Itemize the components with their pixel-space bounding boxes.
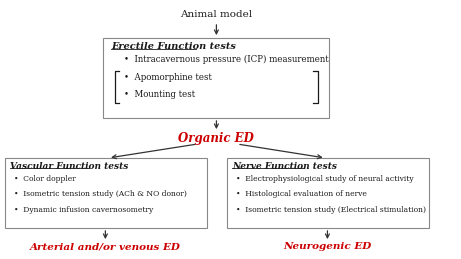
Text: •  Histological evaluation of nerve: • Histological evaluation of nerve [236,190,367,198]
Text: Organic ED: Organic ED [178,132,254,145]
Text: •  Apomorphine test: • Apomorphine test [124,73,212,82]
Text: •  Intracavernous pressure (ICP) measurement: • Intracavernous pressure (ICP) measurem… [124,55,329,64]
Text: Vascular Function tests: Vascular Function tests [10,162,129,171]
Text: •  Isometric tension study (ACh & NO donor): • Isometric tension study (ACh & NO dono… [14,190,187,198]
Text: •  Mounting test: • Mounting test [124,90,195,99]
Text: Neurogenic ED: Neurogenic ED [284,242,372,251]
Text: •  Electrophysiological study of neural activity: • Electrophysiological study of neural a… [236,175,414,183]
Text: Erectile Function tests: Erectile Function tests [111,42,236,51]
FancyBboxPatch shape [5,158,207,228]
Text: Animal model: Animal model [180,10,253,19]
FancyBboxPatch shape [104,38,329,118]
Text: Arterial and/or venous ED: Arterial and/or venous ED [30,242,181,251]
FancyBboxPatch shape [227,158,429,228]
Text: •  Isometric tension study (Electrical stimulation): • Isometric tension study (Electrical st… [236,206,426,214]
Text: Nerve Function tests: Nerve Function tests [232,162,337,171]
Text: •  Color doppler: • Color doppler [14,175,76,183]
Text: •  Dynamic infusion cavernosometry: • Dynamic infusion cavernosometry [14,206,154,214]
